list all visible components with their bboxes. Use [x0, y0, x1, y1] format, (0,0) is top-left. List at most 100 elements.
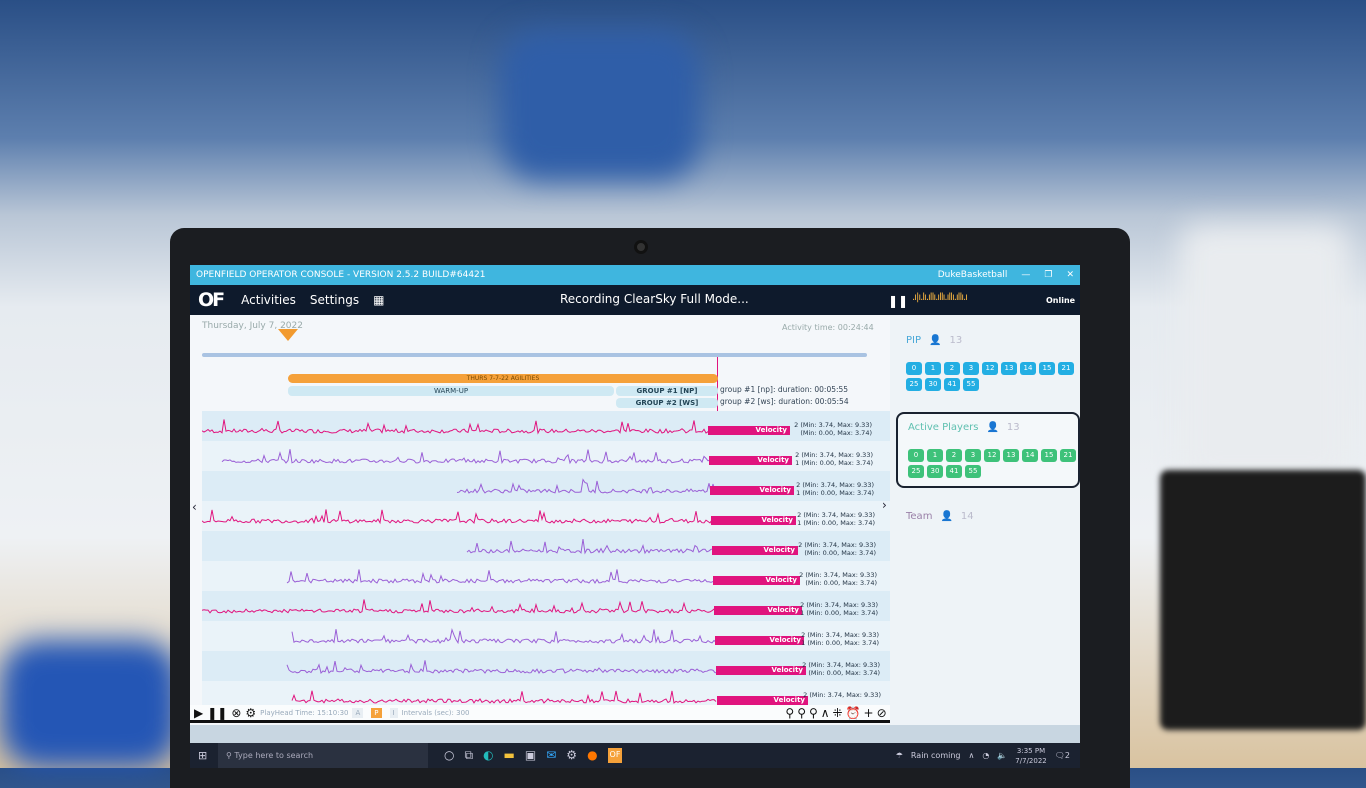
player-chip[interactable]: 1	[927, 449, 943, 462]
weather-text[interactable]: Rain coming	[910, 751, 961, 760]
range-line-2: 1 (Min: 0.00, Max: 3.74)	[797, 519, 875, 527]
player-chip[interactable]: 0	[908, 449, 924, 462]
stop-icon[interactable]: ⊗	[231, 705, 242, 720]
velocity-waveform	[221, 449, 717, 465]
nav-settings[interactable]: Settings	[309, 293, 360, 307]
mode-i-button[interactable]: I	[389, 707, 398, 718]
player-chip[interactable]: 15	[1041, 449, 1057, 462]
duration-value: 00:05:55	[814, 385, 849, 394]
player-chip[interactable]: 12	[982, 362, 998, 375]
velocity-waveform	[202, 599, 717, 614]
mode-p-button[interactable]: P	[371, 707, 382, 718]
mode-a-button[interactable]: A	[352, 707, 364, 718]
track-row[interactable]: Velocity 2 (Min: 3.74, Max: 9.33) 1 (Min: …	[202, 471, 892, 501]
player-chip[interactable]: 3	[963, 362, 979, 375]
chevron-left-icon[interactable]: ‹	[192, 500, 197, 514]
task-view-icon[interactable]: ⧉	[464, 748, 474, 762]
period-group-2[interactable]: GROUP #2 [WS]	[616, 398, 718, 408]
active-players: 0 1 2 3 12 13 14 15 21 25 30 41 55	[908, 449, 1078, 478]
velocity-bar[interactable]: Velocity	[713, 576, 800, 585]
zoom-tools-icons[interactable]: ⚲⚲⚲∧⁜⏰+⊘i	[785, 705, 896, 720]
taskbar-search[interactable]: ⚲ Type here to search	[218, 743, 428, 768]
track-row[interactable]: Velocity 2 (Min: 3.74, Max: 9.33) (Min: 0.…	[202, 531, 892, 561]
velocity-bar[interactable]: Velocity	[716, 666, 806, 675]
player-chip[interactable]: 30	[927, 465, 943, 478]
player-chip[interactable]: 12	[984, 449, 1000, 462]
close-button[interactable]: ✕	[1066, 270, 1074, 280]
player-chip[interactable]: 25	[906, 378, 922, 391]
user-icon: 👤	[940, 511, 953, 522]
player-chip[interactable]: 1	[925, 362, 941, 375]
maximize-button[interactable]: ❐	[1044, 270, 1053, 280]
player-chip[interactable]: 14	[1020, 362, 1036, 375]
velocity-bar[interactable]: Velocity	[711, 516, 796, 525]
player-chip[interactable]: 0	[906, 362, 922, 375]
range-label: 2 (Min: 3.74, Max: 9.33) (Min: 0.00, Max:…	[790, 661, 880, 677]
firefox-icon[interactable]: ●	[587, 748, 598, 762]
player-chip[interactable]: 55	[963, 378, 979, 391]
velocity-waveform	[286, 660, 718, 674]
velocity-bar[interactable]: Velocity	[712, 546, 798, 555]
edge-icon[interactable]: ◐	[483, 748, 494, 762]
player-chip[interactable]: 41	[946, 465, 962, 478]
pause-recording-button[interactable]: ❚❚	[888, 294, 909, 308]
period-group-1[interactable]: GROUP #1 [NP]	[616, 386, 718, 396]
player-chip[interactable]: 2	[946, 449, 962, 462]
range-line-2: (Min: 0.00, Max: 3.74)	[805, 579, 877, 587]
velocity-bar[interactable]: Velocity	[715, 636, 804, 645]
tray-expand-icon[interactable]: ∧	[968, 751, 975, 760]
player-chip[interactable]: 21	[1060, 449, 1076, 462]
duration-label: duration:	[777, 385, 812, 394]
player-chip[interactable]: 55	[965, 465, 981, 478]
track-row[interactable]: Velocity 2 (Min: 3.74, Max: 9.33) (Min: 0.…	[202, 411, 892, 441]
player-chip[interactable]: 2	[944, 362, 960, 375]
nav-activities[interactable]: Activities	[241, 293, 296, 307]
play-icon[interactable]: ▶	[194, 705, 204, 720]
settings-app-icon[interactable]: ⚙	[566, 748, 578, 762]
range-line-2: (Min: 0.00, Max: 3.74)	[800, 429, 872, 437]
player-chip[interactable]: 13	[1003, 449, 1019, 462]
velocity-bar[interactable]: Velocity	[717, 696, 808, 705]
player-chip[interactable]: 25	[908, 465, 924, 478]
player-chip[interactable]: 13	[1001, 362, 1017, 375]
windows-start-icon[interactable]: ⊞	[198, 749, 208, 762]
gear-icon[interactable]: ⚙	[245, 705, 257, 720]
minimize-button[interactable]: —	[1021, 270, 1031, 280]
track-row[interactable]: Velocity 2 (Min: 3.74, Max: 9.33) 1 (Min: …	[202, 591, 892, 621]
period-warmup[interactable]: WARM-UP	[288, 386, 614, 396]
track-row[interactable]: Velocity 2 (Min: 3.74, Max: 9.33) 1 (Min: …	[202, 621, 892, 651]
player-chip[interactable]: 15	[1039, 362, 1055, 375]
range-label: 2 (Min: 3.74, Max: 9.33) 1 (Min: 0.00, Ma…	[784, 481, 874, 497]
mail-icon[interactable]: ✉	[546, 748, 557, 762]
timeline-scrubber[interactable]	[202, 353, 867, 357]
velocity-bar[interactable]: Velocity	[714, 606, 802, 615]
activity-bar[interactable]: THURS 7-7-22 AGILITIES	[288, 374, 718, 383]
player-chip[interactable]: 30	[925, 378, 941, 391]
taskbar-clock[interactable]: 3:35 PM 7/7/2022	[1015, 746, 1046, 766]
openfield-app-icon[interactable]: OF	[607, 748, 623, 763]
user-icon: 👤	[929, 335, 942, 346]
track-row[interactable]: Velocity 2 (Min: 3.74, Max: 9.33) 1 (Min: …	[202, 441, 892, 471]
intervals-value[interactable]: 300	[456, 708, 470, 717]
file-explorer-icon[interactable]: ▬	[503, 748, 515, 762]
chevron-right-icon[interactable]: ›	[882, 498, 887, 512]
track-row[interactable]: Velocity 2 (Min: 3.74, Max: 9.33) (Min: 0.…	[202, 561, 892, 591]
track-row[interactable]: Velocity 2 (Min: 3.74, Max: 9.33) 1 (Min: …	[202, 501, 892, 531]
grid-icon[interactable]: ▦	[373, 293, 385, 307]
player-chip[interactable]: 21	[1058, 362, 1074, 375]
player-chip[interactable]: 14	[1022, 449, 1038, 462]
track-row[interactable]: Velocity 2 (Min: 3.74, Max: 9.33) (Min: 0.…	[202, 651, 892, 681]
player-chip[interactable]: 3	[965, 449, 981, 462]
velocity-bar[interactable]: Velocity	[708, 426, 790, 435]
volume-icon[interactable]: 🔈	[997, 751, 1008, 760]
panel-title: Active Players	[908, 422, 979, 433]
playhead-marker[interactable]	[278, 329, 298, 341]
cortana-icon[interactable]: ○	[444, 748, 455, 762]
notifications-icon[interactable]: 🗨2	[1054, 751, 1070, 760]
velocity-bar[interactable]: Velocity	[709, 456, 792, 465]
pause-icon[interactable]: ❚❚	[207, 705, 228, 720]
velocity-bar[interactable]: Velocity	[710, 486, 794, 495]
network-icon[interactable]: ◔	[982, 751, 990, 760]
player-chip[interactable]: 41	[944, 378, 960, 391]
store-icon[interactable]: ▣	[524, 748, 537, 762]
